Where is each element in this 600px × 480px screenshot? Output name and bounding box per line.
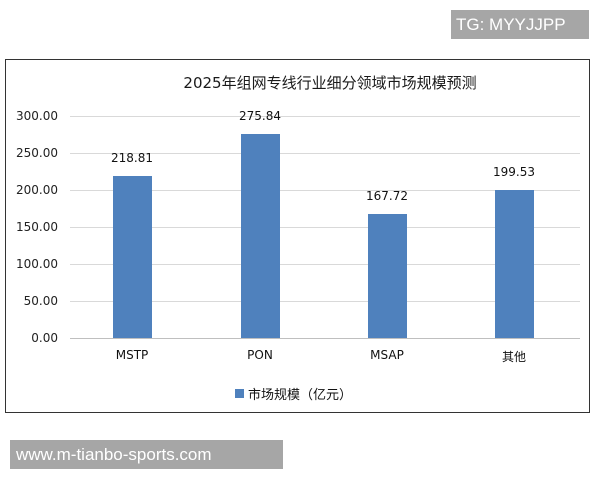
bar-0 (113, 176, 152, 338)
gridline (70, 153, 580, 154)
gridline (70, 227, 580, 228)
watermark-url: www.m-tianbo-sports.com (10, 440, 283, 469)
bar-2 (368, 214, 407, 338)
y-tick-300: 300.00 (16, 109, 58, 123)
y-tick-50: 50.00 (23, 294, 58, 308)
bar-value-label: 275.84 (239, 109, 281, 123)
bar-value-label: 199.53 (493, 165, 535, 179)
x-category-label: MSAP (370, 348, 404, 362)
chart-title: 2025年组网专线行业细分领域市场规模预测 (183, 74, 477, 92)
y-tick-200: 200.00 (16, 183, 58, 197)
x-category-label: 其他 (501, 350, 526, 364)
legend-swatch (235, 389, 244, 398)
y-tick-150: 150.00 (16, 220, 58, 234)
gridline (70, 264, 580, 265)
bar-value-label: 218.81 (111, 151, 153, 165)
y-tick-250: 250.00 (16, 146, 58, 160)
gridline (70, 301, 580, 302)
chart-frame (5, 59, 590, 413)
y-tick-100: 100.00 (16, 257, 58, 271)
bar-3 (495, 190, 534, 338)
watermark-tg: TG: MYYJJPP (451, 10, 589, 39)
x-category-label: MSTP (115, 348, 149, 362)
gridline (70, 116, 580, 117)
x-category-label: PON (247, 348, 273, 362)
gridline (70, 190, 580, 191)
y-tick-0: 0.00 (31, 331, 58, 345)
x-axis-line (70, 338, 580, 339)
bar-1 (241, 134, 280, 338)
legend: 市场规模（亿元） (235, 384, 352, 403)
bar-value-label: 167.72 (366, 189, 408, 203)
legend-label: 市场规模（亿元） (248, 388, 353, 403)
